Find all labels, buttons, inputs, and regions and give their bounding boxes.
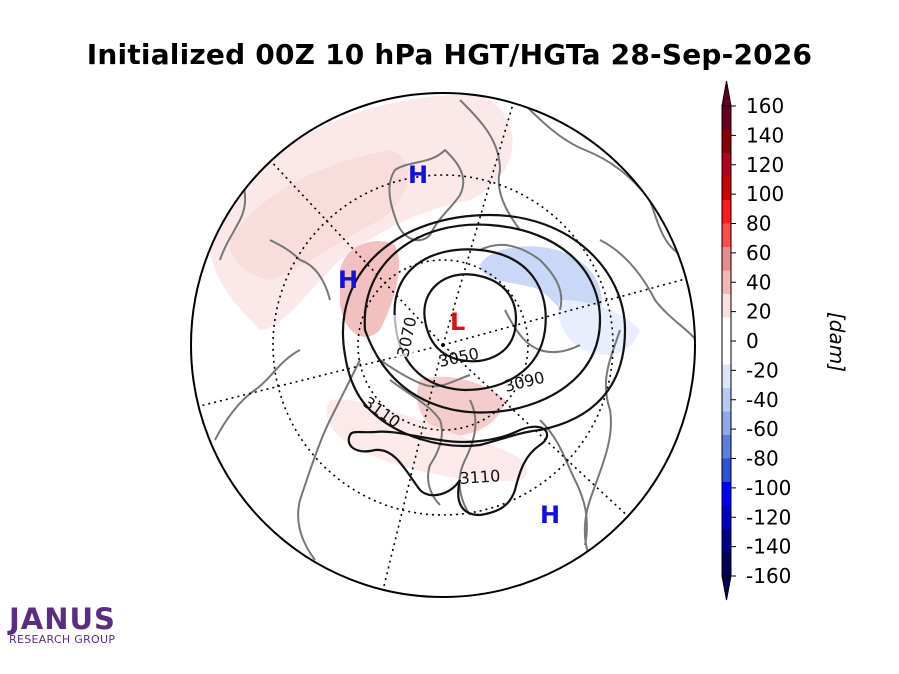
colorbar-segment [722,247,731,271]
colorbar-segment [722,200,731,224]
colorbar-segment [722,317,731,342]
contour-label-3110-south: 3110 [459,466,501,488]
colorbar-tick-label: 100 [746,182,784,206]
map-title: Initialized 00Z 10 hPa HGT/HGTa 28-Sep-2… [86,38,813,71]
low-pressure-marker: L [450,308,465,336]
colorbar-segment [722,364,731,389]
colorbar-segment [722,435,731,459]
positive-anomaly-faint-2 [229,150,409,280]
colorbar-segment [722,411,731,436]
colorbar-tick-label: -100 [746,476,791,500]
high-pressure-marker: H [338,266,358,294]
colorbar-tick-label: -80 [746,447,779,471]
colorbar-tick-label: -40 [746,388,779,412]
colorbar-segment [722,153,731,177]
positive-anomaly-south [416,376,505,436]
contour-3050 [423,273,518,363]
colorbar-segment [722,458,731,483]
colorbar-segments [722,106,731,577]
colorbar-tick-label: 40 [746,270,771,294]
colorbar-tick-label: 160 [746,94,784,118]
colorbar-segment [722,106,731,130]
logo-name: JANUS [9,602,116,636]
colorbar-tick-label: 20 [746,300,771,324]
colorbar-label: [dam] [825,312,849,372]
colorbar-tick-label: -20 [746,358,779,382]
contour-3070 [393,248,547,392]
globe-border [190,92,696,598]
janus-logo: JANUS RESEARCH GROUP [9,604,116,646]
colorbar-top-arrow [721,80,732,107]
colorbar-tick-label: 140 [746,123,784,147]
colorbar-tick-label: 120 [746,153,784,177]
colorbar-segment [722,223,731,248]
colorbar-segment [722,552,731,577]
colorbar-segment [722,294,731,318]
colorbar-tick-label: -60 [746,417,779,441]
colorbar-segment [722,529,731,553]
colorbar-tick-label: 60 [746,241,771,265]
colorbar-tick-label: -120 [746,505,791,529]
colorbar-tick-label: -160 [746,564,791,588]
colorbar-segment [722,129,731,154]
colorbar-tick-label: 0 [746,329,759,353]
logo-subtitle: RESEARCH GROUP [9,633,116,646]
colorbar-segment [722,341,731,365]
contour-3090 [363,223,602,414]
colorbar-tick-label: -140 [746,535,791,559]
colorbar-segment [722,388,731,412]
colorbar-segment [722,176,731,201]
high-pressure-marker: H [408,161,428,189]
colorbar-segment [722,270,731,295]
colorbar-segment [722,482,731,506]
high-pressure-marker: H [540,501,560,529]
colorbar-ticks: 160 140 120 100 80 60 40 20 0 -20 -40 -60 -80 -100 -12… [731,94,791,588]
colorbar-bottom-arrow [721,575,732,601]
colorbar-tick-label: 80 [746,212,771,236]
colorbar-segment [722,505,731,530]
contour-3110-south [347,425,548,517]
contour-3110 [342,213,627,447]
